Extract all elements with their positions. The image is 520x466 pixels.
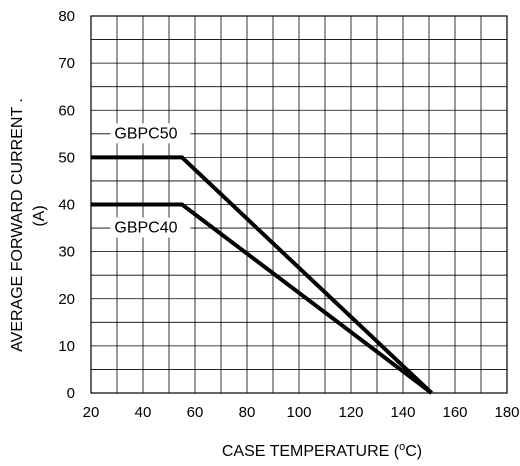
series-labels: GBPC50 GBPC40	[110, 123, 191, 238]
series-label-bg	[110, 217, 191, 238]
series-label-gbpc40: GBPC40	[114, 220, 177, 237]
series-label-bg	[110, 123, 191, 144]
x-tick-label: 120	[338, 404, 363, 421]
series-lines	[91, 155, 433, 395]
y-tick-label: 10	[58, 338, 75, 355]
y-axis-unit: (A)	[31, 205, 48, 226]
x-tick-label: 140	[390, 404, 415, 421]
x-tick-label: 160	[442, 404, 467, 421]
y-tick-label: 20	[58, 291, 75, 308]
y-axis-title: AVERAGE FORWARD CURRENT .	[9, 98, 26, 352]
x-tick-label: 100	[286, 404, 311, 421]
x-tick-label: 20	[83, 404, 100, 421]
x-tick-labels: 20 40 60 80 100 120 140 160 180	[83, 404, 520, 421]
x-tick-label: 40	[135, 404, 152, 421]
y-tick-label: 30	[58, 244, 75, 261]
series-line-gbpc50	[91, 155, 433, 395]
x-tick-label: 180	[494, 404, 519, 421]
y-tick-label: 80	[58, 8, 75, 25]
series-label-gbpc50: GBPC50	[114, 125, 177, 142]
y-tick-label: 70	[58, 55, 75, 72]
y-tick-label: 0	[67, 385, 75, 402]
y-tick-labels: 0 10 20 30 40 50 60 70 80	[58, 8, 75, 402]
x-axis-title: CASE TEMPERATURE (oC)	[222, 441, 422, 460]
y-tick-label: 40	[58, 197, 75, 214]
x-tick-label: 80	[239, 404, 256, 421]
y-tick-label: 50	[58, 149, 75, 166]
x-tick-label: 60	[187, 404, 204, 421]
series-line-gbpc40	[91, 202, 433, 395]
y-tick-label: 60	[58, 102, 75, 119]
